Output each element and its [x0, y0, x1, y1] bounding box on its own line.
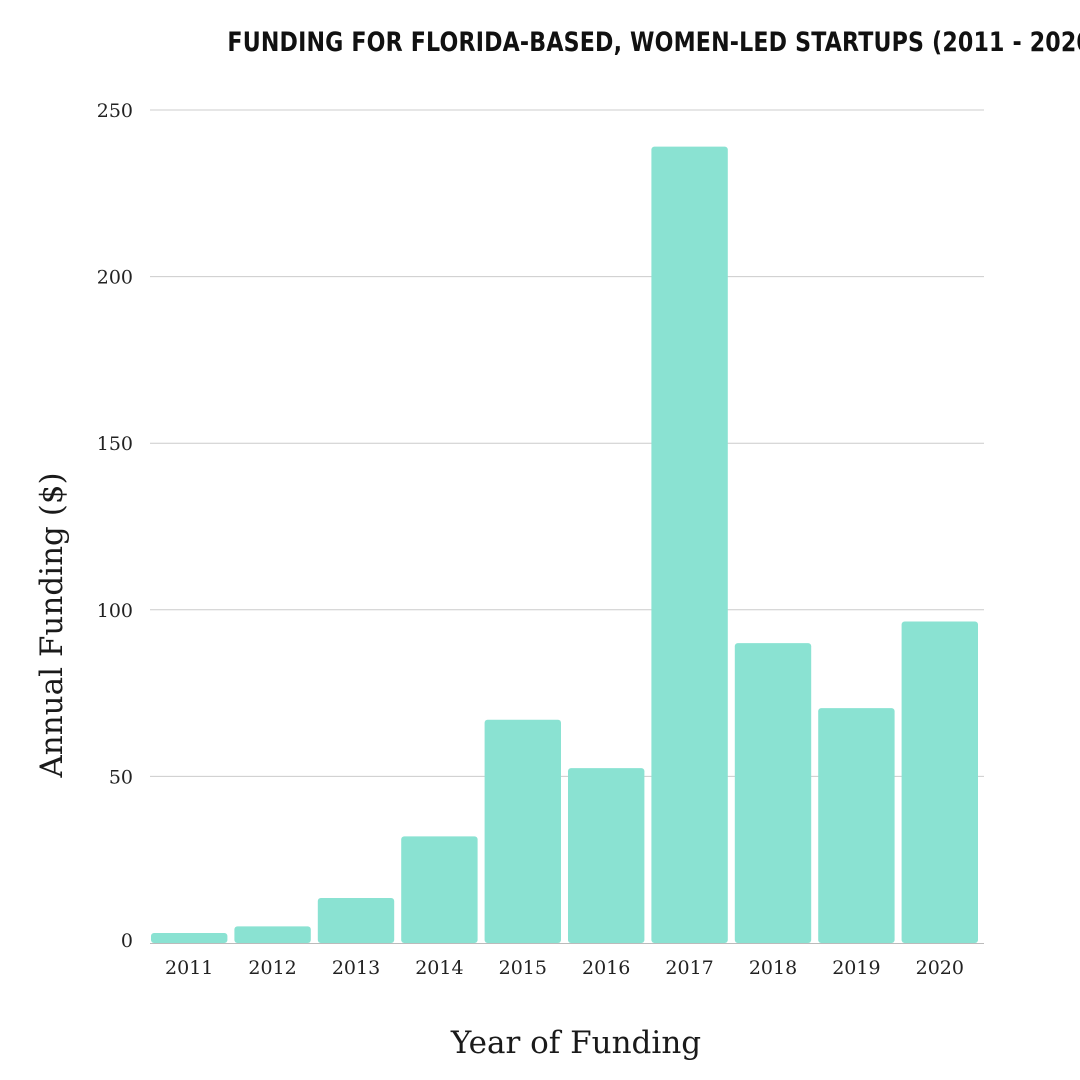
x-axis-label: Year of Funding: [450, 1025, 701, 1061]
x-tick-label: 2013: [332, 957, 380, 979]
bar-2014: [401, 836, 478, 943]
bars: [151, 146, 978, 944]
x-axis-ticks: 2011 2012 2013 2014 2015 2016 2017 2018 2019 2020: [165, 957, 964, 979]
bar-2018: [734, 643, 812, 943]
y-tick-label: 0: [121, 930, 133, 952]
bar-2013: [317, 898, 395, 943]
bar-2019: [818, 708, 895, 943]
x-tick-label: 2019: [832, 957, 880, 979]
bar-2020: [901, 621, 978, 943]
x-tick-label: 2017: [665, 957, 713, 979]
bar-2015: [484, 719, 561, 943]
gridlines: [150, 109, 984, 777]
y-tick-label: 250: [97, 100, 133, 122]
y-tick-label: 100: [97, 600, 133, 622]
y-tick-label: 150: [97, 433, 133, 455]
x-tick-label: 2018: [749, 957, 797, 979]
bar-2012: [234, 926, 311, 943]
x-tick-label: 2014: [415, 957, 463, 979]
x-tick-label: 2020: [916, 957, 964, 979]
y-axis-label: Annual Funding ($): [34, 472, 70, 778]
y-tick-label: 50: [109, 766, 133, 788]
bar-2017: [651, 146, 728, 944]
x-tick-label: 2016: [582, 957, 630, 979]
x-tick-label: 2012: [248, 957, 296, 979]
y-tick-label: 200: [97, 267, 133, 289]
y-axis-ticks: 0 50 100 150 200 250: [97, 100, 133, 952]
bar-2016: [568, 768, 645, 943]
x-tick-label: 2015: [499, 957, 547, 979]
x-tick-label: 2011: [165, 957, 213, 979]
bar-2011: [151, 933, 228, 943]
